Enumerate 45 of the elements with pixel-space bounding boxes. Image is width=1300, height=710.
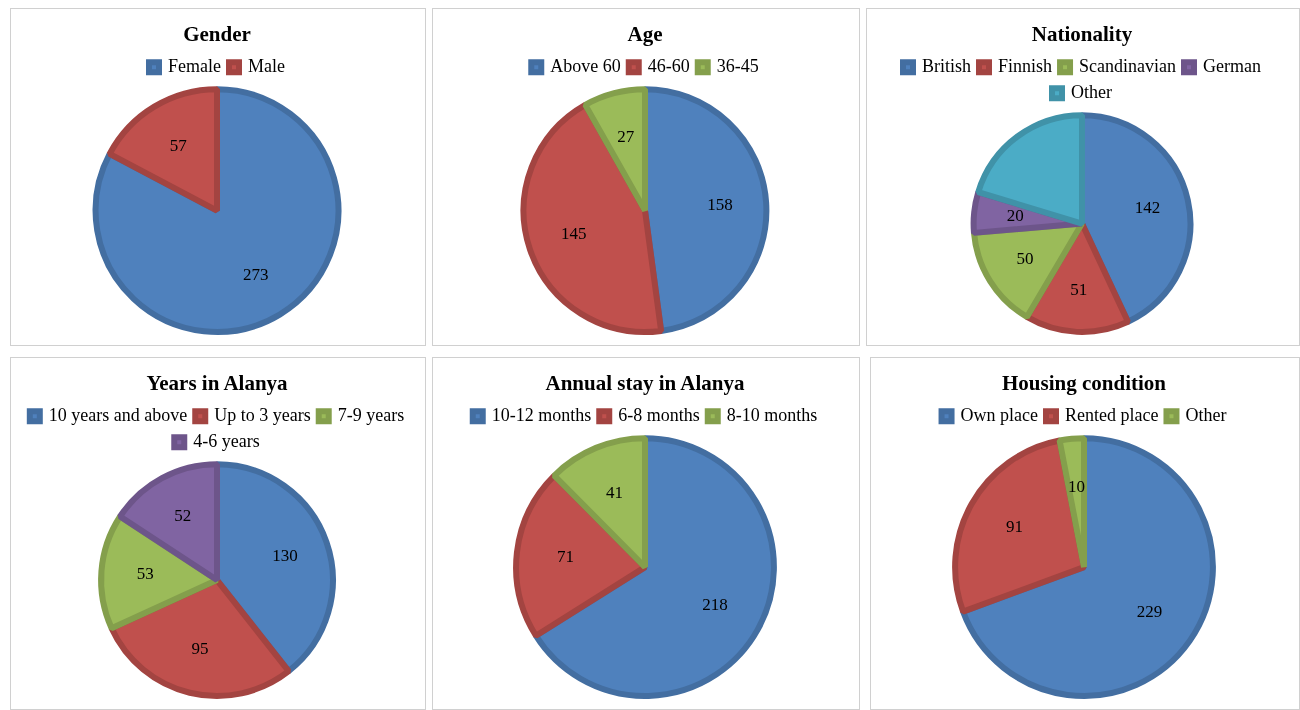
legend-label: Other <box>1185 404 1227 425</box>
legend-label: Scandinavian <box>1079 55 1177 76</box>
data-label: 95 <box>191 639 209 659</box>
data-label: 27 <box>617 127 635 147</box>
legend-label: Other <box>1071 81 1112 102</box>
data-label: 158 <box>707 195 733 215</box>
data-label: 91 <box>1005 517 1023 537</box>
legend-label: 6-8 months <box>618 404 700 425</box>
data-label: 52 <box>174 506 192 526</box>
legend-label: Rented place <box>1065 404 1159 425</box>
legend-label: 10-12 months <box>491 404 592 425</box>
chart-title: Gender <box>183 22 251 47</box>
data-label: 218 <box>702 595 728 615</box>
legend-label: Up to 3 years <box>214 404 311 425</box>
legend-label: 8-10 months <box>726 404 818 425</box>
data-label: 10 <box>1067 477 1085 497</box>
legend-label: 10 years and above <box>48 404 188 425</box>
data-label: 130 <box>272 546 298 566</box>
legend-label: 46-60 <box>647 55 690 76</box>
data-label: 20 <box>1006 206 1024 226</box>
legend-label: Own place <box>960 404 1039 425</box>
legend-label: 36-45 <box>716 55 759 76</box>
legend-label: German <box>1203 55 1261 76</box>
data-label: 50 <box>1016 248 1034 268</box>
data-label: 142 <box>1134 198 1161 218</box>
data-label: 57 <box>169 135 188 155</box>
chart-title: Age <box>627 22 663 47</box>
chart-title: Annual stay in Alanya <box>545 371 745 396</box>
chart-title: Nationality <box>1031 22 1133 47</box>
legend-label: Above 60 <box>550 55 621 76</box>
data-label: 53 <box>136 564 154 584</box>
legend-label: 7-9 years <box>337 404 405 425</box>
data-label: 229 <box>1136 602 1163 622</box>
data-label: 273 <box>243 264 269 284</box>
chart-title: Housing condition <box>1002 371 1167 396</box>
legend-label: Female <box>168 55 222 76</box>
legend-label: Male <box>248 55 285 76</box>
legend-label: Finnish <box>998 55 1053 76</box>
data-label: 51 <box>1070 280 1088 300</box>
chart-title: Years in Alanya <box>146 371 289 396</box>
legend-label: British <box>922 55 972 76</box>
data-label: 145 <box>560 224 587 244</box>
legend-label: 4-6 years <box>193 430 260 451</box>
data-label: 41 <box>606 482 624 502</box>
data-label: 71 <box>557 547 575 567</box>
